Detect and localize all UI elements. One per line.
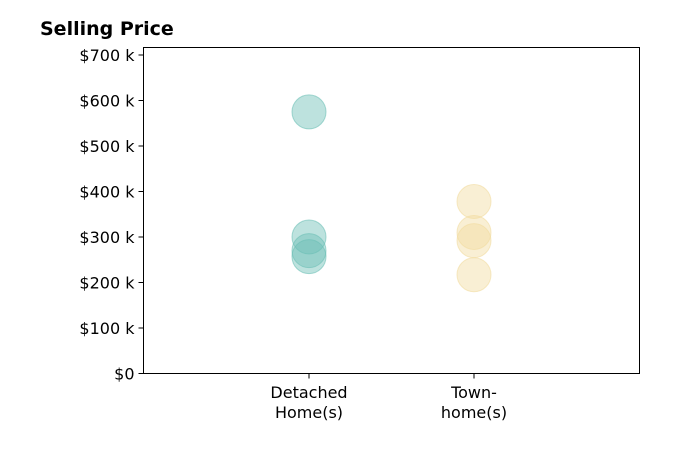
chart-title: Selling Price: [40, 18, 174, 40]
data-point: [456, 184, 492, 220]
x-tick-label: Detached Home(s): [270, 383, 347, 422]
data-point: [456, 223, 492, 259]
data-points: [291, 94, 492, 293]
data-point: [291, 239, 327, 275]
data-point: [456, 257, 492, 293]
plot-area: [143, 47, 640, 374]
y-tick-label: $300 k: [79, 228, 135, 247]
y-tick-label: $700 k: [79, 46, 135, 65]
data-point: [291, 94, 327, 130]
x-tick-label: Town-home(s): [441, 383, 507, 422]
y-tick-label: $600 k: [79, 92, 135, 111]
data-point: [291, 219, 327, 255]
y-tick-label: $500 k: [79, 137, 135, 156]
y-tick-label: $100 k: [79, 319, 135, 338]
y-tick-label: $0: [114, 365, 134, 384]
y-tick-label: $400 k: [79, 183, 135, 202]
y-axis: $0 $100 k $200 k $300 k $400 k $500 k $600 k $7…: [79, 46, 144, 384]
y-tick-label: $200 k: [79, 274, 135, 293]
x-axis: Detached Home(s) Town-home(s): [270, 373, 507, 422]
data-point: [456, 214, 492, 250]
